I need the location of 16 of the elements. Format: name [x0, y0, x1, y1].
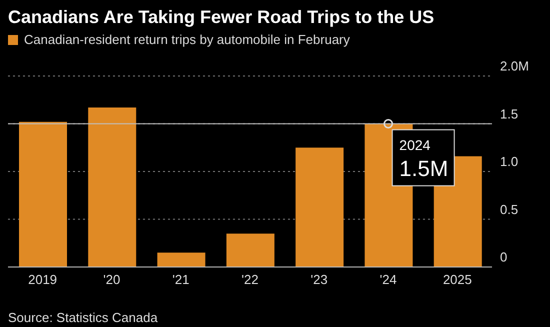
x-tick-label: '20 — [103, 272, 120, 288]
y-tick-label: 0.5 — [500, 202, 518, 217]
y-tick-label: 2.0M — [500, 58, 529, 74]
chart-title: Canadians Are Taking Fewer Road Trips to the US — [7, 6, 436, 28]
x-tick-label: '23 — [310, 272, 328, 288]
x-tick-label: '21 — [172, 272, 190, 288]
y-tick-label: 0 — [500, 250, 508, 265]
x-tick-label: '22 — [242, 272, 258, 288]
x-tick-label: 2025 — [442, 272, 472, 288]
legend-label: Canadian-resident return trips by automobile in February — [24, 32, 350, 47]
y-tick-label: 1.5 — [500, 106, 518, 122]
y-tick-label: 1.0 — [500, 154, 518, 170]
x-tick-label: '24 — [380, 272, 397, 288]
annotation: 2024 1.5M — [399, 136, 448, 181]
x-tick-label: 2019 — [28, 272, 58, 288]
source-note: Source: Statistics Canada — [8, 310, 158, 325]
